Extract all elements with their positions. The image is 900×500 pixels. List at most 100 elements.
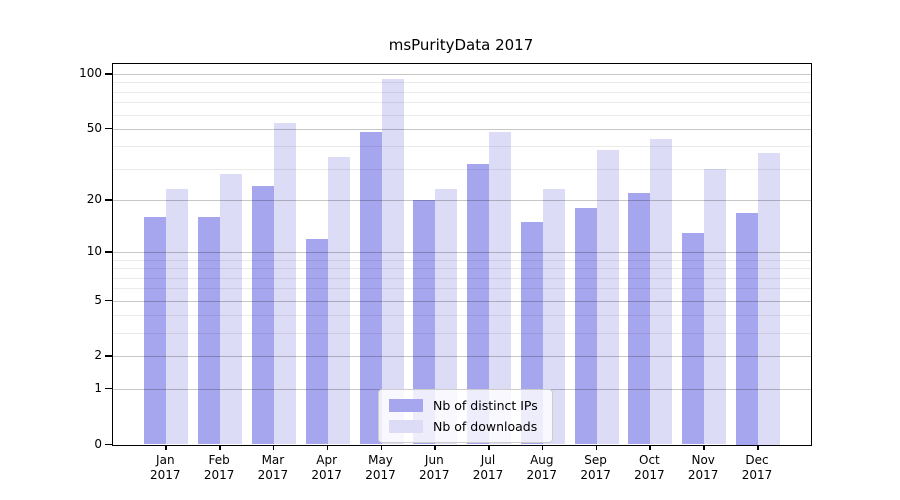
- y-tick-mark: [105, 73, 112, 75]
- legend-swatch-distinct-ips: [389, 399, 423, 412]
- y-tick-mark: [105, 299, 112, 302]
- legend-label-downloads: Nb of downloads: [433, 419, 538, 434]
- bar-distinct-ips-aug: [520, 221, 543, 445]
- x-tick-label: Jul 2017: [458, 453, 518, 483]
- y-tick-label: 50: [86, 120, 102, 135]
- x-tick-label: Feb 2017: [189, 453, 249, 483]
- y-tick-label: 2: [94, 348, 102, 363]
- x-tick-label: Aug 2017: [512, 453, 572, 483]
- bar-downloads-nov: [704, 168, 727, 445]
- x-tick-label: Apr 2017: [297, 453, 357, 483]
- bar-distinct-ips-oct: [628, 192, 651, 445]
- x-tick-year: 2017: [741, 467, 773, 482]
- y-tick-label: 100: [79, 66, 102, 80]
- bar-downloads-may: [381, 78, 404, 445]
- x-tick-mark: [595, 444, 598, 450]
- y-tick-mark: [105, 387, 112, 390]
- x-tick-label: Dec 2017: [727, 453, 787, 483]
- x-tick-mark: [219, 444, 221, 450]
- bar-downloads-jan: [166, 189, 189, 445]
- x-tick-mark: [757, 444, 759, 450]
- bar-distinct-ips-jan: [144, 217, 167, 445]
- x-tick-month: Jun: [424, 452, 444, 467]
- x-tick-month: Nov: [691, 452, 715, 467]
- y-tick-label: 5: [94, 292, 102, 307]
- minor-gridline: [113, 102, 811, 104]
- y-tick-label: 1: [94, 380, 102, 395]
- bar-downloads-jun: [435, 189, 458, 445]
- x-tick-mark: [703, 444, 705, 450]
- x-tick-month: Apr: [316, 452, 338, 467]
- bar-downloads-jul: [489, 132, 511, 445]
- legend-item-distinct-ips: Nb of distinct IPs: [389, 398, 538, 413]
- y-tick-mark: [105, 355, 112, 357]
- x-tick-year: 2017: [365, 467, 396, 482]
- x-tick-label: Mar 2017: [243, 453, 303, 483]
- x-tick-month: Aug: [530, 452, 554, 467]
- x-tick-label: Nov 2017: [673, 453, 733, 483]
- bar-downloads-aug: [542, 189, 565, 445]
- legend: Nb of distinct IPs Nb of downloads: [378, 389, 553, 443]
- major-gridline: [113, 128, 811, 130]
- x-tick-year: 2017: [419, 467, 450, 482]
- bar-distinct-ips-jun: [413, 200, 436, 445]
- x-tick-mark: [649, 444, 651, 450]
- y-tick-mark: [105, 127, 112, 130]
- x-tick-label: May 2017: [351, 453, 411, 483]
- legend-label-distinct-ips: Nb of distinct IPs: [433, 398, 538, 413]
- x-tick-mark: [434, 444, 436, 450]
- x-tick-label: Jun 2017: [404, 453, 464, 483]
- x-tick-month: Jan: [156, 452, 175, 467]
- x-tick-month: Oct: [639, 452, 660, 467]
- x-tick-month: Jul: [480, 452, 496, 467]
- x-tick-mark: [165, 444, 167, 450]
- bar-distinct-ips-feb: [198, 217, 221, 445]
- x-tick-year: 2017: [472, 467, 504, 482]
- bar-downloads-mar: [273, 122, 296, 445]
- x-tick-month: Feb: [208, 452, 230, 467]
- x-tick-mark: [326, 444, 329, 450]
- chart-title: msPurityData 2017: [388, 36, 534, 54]
- x-tick-mark: [272, 444, 275, 450]
- x-tick-year: 2017: [150, 467, 181, 482]
- x-tick-year: 2017: [311, 467, 342, 482]
- bar-distinct-ips-jul: [467, 163, 489, 445]
- y-tick-label: 0: [94, 436, 102, 451]
- minor-gridline: [113, 146, 811, 148]
- bar-distinct-ips-dec: [736, 212, 758, 445]
- minor-gridline: [113, 91, 811, 93]
- minor-gridline: [113, 82, 811, 84]
- x-tick-month: May: [368, 452, 393, 467]
- x-tick-mark: [380, 444, 382, 450]
- major-gridline: [113, 74, 811, 75]
- x-tick-mark: [488, 444, 490, 450]
- bar-downloads-dec: [758, 152, 780, 445]
- y-tick-label: 20: [86, 192, 102, 207]
- x-tick-year: 2017: [687, 467, 719, 482]
- y-tick-mark: [105, 251, 112, 253]
- bar-distinct-ips-mar: [251, 186, 274, 445]
- x-tick-label: Jan 2017: [135, 453, 195, 483]
- legend-item-downloads: Nb of downloads: [389, 419, 538, 434]
- bar-downloads-sep: [596, 150, 619, 445]
- y-tick-mark: [105, 443, 112, 445]
- bar-downloads-feb: [220, 174, 243, 445]
- minor-gridline: [113, 114, 811, 116]
- bar-downloads-oct: [650, 138, 673, 445]
- x-tick-label: Sep 2017: [566, 453, 626, 483]
- plot-area: Nb of distinct IPs Nb of downloads: [112, 63, 812, 446]
- bar-distinct-ips-apr: [305, 238, 328, 445]
- x-tick-mark: [541, 444, 544, 450]
- legend-swatch-downloads: [389, 420, 423, 433]
- x-tick-year: 2017: [257, 467, 289, 482]
- bar-distinct-ips-sep: [574, 208, 597, 445]
- x-tick-year: 2017: [634, 467, 665, 482]
- bar-distinct-ips-may: [359, 132, 382, 445]
- bar-downloads-apr: [327, 156, 350, 445]
- x-tick-year: 2017: [203, 467, 235, 482]
- x-tick-label: Oct 2017: [619, 453, 679, 483]
- y-tick-mark: [105, 199, 112, 201]
- x-tick-month: Dec: [745, 452, 769, 467]
- x-tick-month: Sep: [584, 452, 607, 467]
